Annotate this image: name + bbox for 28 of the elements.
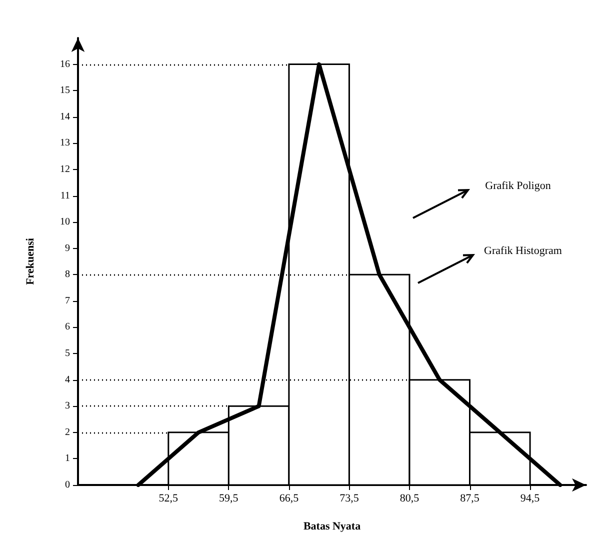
y-tick-label: 8 — [65, 269, 70, 280]
y-tick-label: 16 — [60, 58, 70, 70]
x-tick-label: 73,5 — [340, 492, 360, 504]
x-tick-label: 80,5 — [400, 492, 420, 504]
y-tick-label: 14 — [60, 111, 70, 122]
y-tick-label: 9 — [65, 242, 70, 254]
y-axis-title: Frekuensi — [24, 238, 36, 285]
y-tick-label: 1 — [65, 453, 70, 464]
y-tick-label: 0 — [65, 480, 70, 490]
x-tick-label: 94,5 — [520, 492, 540, 504]
y-tick-label: 5 — [65, 348, 70, 360]
y-tick-label: 15 — [60, 85, 70, 96]
x-tick-label: 66,5 — [279, 492, 300, 504]
y-tick-label: 11 — [60, 190, 70, 202]
x-tick-label: 87,5 — [460, 492, 480, 504]
y-tick-label: 6 — [65, 322, 70, 333]
y-tick-label: 4 — [65, 374, 70, 386]
x-tick-label: 52,5 — [158, 492, 179, 504]
y-tick-label: 13 — [60, 138, 70, 149]
x-axis-title: Batas Nyata — [303, 520, 362, 532]
y-tick-label: 2 — [65, 426, 70, 438]
annotation: Grafik Poligon — [485, 180, 552, 192]
y-tick-label: 7 — [65, 295, 70, 306]
x-tick-label: 59,5 — [219, 492, 239, 504]
y-tick-label: 3 — [65, 400, 70, 412]
annotation: Grafik Histogram — [484, 245, 562, 257]
y-tick-label: 10 — [60, 216, 70, 228]
y-tick-label: 12 — [60, 164, 70, 175]
